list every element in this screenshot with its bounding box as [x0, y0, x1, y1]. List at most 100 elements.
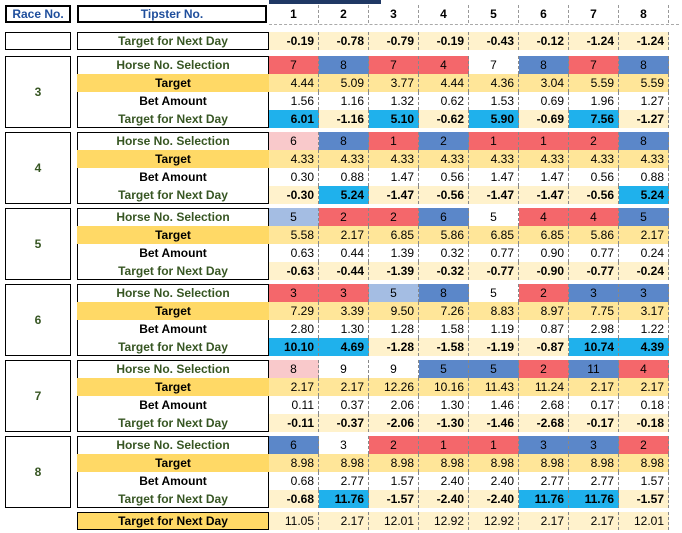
bet-cell[interactable]: 1.30	[419, 396, 469, 414]
bet-cell[interactable]: 1.53	[469, 92, 519, 110]
sel-cell[interactable]: 3	[519, 436, 569, 454]
sel-cell[interactable]: 8	[519, 56, 569, 74]
bet-cell[interactable]: 0.30	[269, 168, 319, 186]
tgt-cell[interactable]: 2.17	[619, 226, 669, 244]
sel-cell[interactable]: 4	[419, 56, 469, 74]
tgt-cell[interactable]: 5.86	[419, 226, 469, 244]
sel-cell[interactable]: 3	[319, 436, 369, 454]
tgt-cell[interactable]: 4.33	[569, 150, 619, 168]
sel-cell[interactable]: 9	[369, 360, 419, 378]
bet-cell[interactable]: 2.06	[369, 396, 419, 414]
sel-cell[interactable]: 3	[569, 284, 619, 302]
race-number-cell[interactable]: 6	[5, 284, 71, 356]
tgt-cell[interactable]: 8.98	[319, 454, 369, 472]
bet-cell[interactable]: 1.27	[619, 92, 669, 110]
nxt-cell[interactable]: 5.24	[619, 186, 669, 204]
final-cell[interactable]: 12.01	[619, 512, 669, 530]
bet-cell[interactable]: 2.80	[269, 320, 319, 338]
tgt-cell[interactable]: 3.39	[319, 302, 369, 320]
sel-cell[interactable]: 2	[569, 132, 619, 150]
nxt-cell[interactable]: -1.39	[369, 262, 419, 280]
sel-cell[interactable]: 6	[269, 436, 319, 454]
nxt-cell[interactable]: -2.06	[369, 414, 419, 432]
bet-cell[interactable]: 2.68	[519, 396, 569, 414]
tgt-cell[interactable]: 4.36	[469, 74, 519, 92]
nxt-cell[interactable]: -0.17	[569, 414, 619, 432]
nxt-cell[interactable]: -0.11	[269, 414, 319, 432]
tgt-cell[interactable]: 2.17	[569, 378, 619, 396]
bet-cell[interactable]: 1.39	[369, 244, 419, 262]
nxt-cell[interactable]: -1.19	[469, 338, 519, 356]
sel-cell[interactable]: 6	[269, 132, 319, 150]
tgt-cell[interactable]: 4.33	[619, 150, 669, 168]
sel-cell[interactable]: 5	[469, 284, 519, 302]
bet-cell[interactable]: 0.17	[569, 396, 619, 414]
tgt-cell[interactable]: 8.83	[469, 302, 519, 320]
final-cell[interactable]: 12.92	[469, 512, 519, 530]
nxt-cell[interactable]: -0.56	[419, 186, 469, 204]
tgt-cell[interactable]: 4.33	[369, 150, 419, 168]
tipster-header-5[interactable]: 5	[469, 5, 519, 23]
bet-cell[interactable]: 1.22	[619, 320, 669, 338]
sel-cell[interactable]: 2	[369, 208, 419, 226]
nxt-cell[interactable]: -0.37	[319, 414, 369, 432]
sel-cell[interactable]: 5	[269, 208, 319, 226]
sel-cell[interactable]: 8	[319, 132, 369, 150]
tgt-cell[interactable]: 7.29	[269, 302, 319, 320]
tgt-cell[interactable]: 8.98	[369, 454, 419, 472]
sel-cell[interactable]: 5	[369, 284, 419, 302]
nxt-cell[interactable]: -1.57	[369, 490, 419, 508]
tgt-cell[interactable]: 12.26	[369, 378, 419, 396]
sel-cell[interactable]: 7	[269, 56, 319, 74]
bet-cell[interactable]: 0.69	[519, 92, 569, 110]
bet-cell[interactable]: 0.62	[419, 92, 469, 110]
bet-cell[interactable]: 0.18	[619, 396, 669, 414]
tgt-cell[interactable]: 8.98	[619, 454, 669, 472]
sel-cell[interactable]: 4	[519, 208, 569, 226]
nxt-cell[interactable]: -0.63	[269, 262, 319, 280]
nxt-cell[interactable]: -1.57	[619, 490, 669, 508]
nxt-cell[interactable]: 5.90	[469, 110, 519, 128]
tgt-cell[interactable]: 6.85	[519, 226, 569, 244]
bet-cell[interactable]: 0.90	[519, 244, 569, 262]
bet-cell[interactable]: 1.47	[369, 168, 419, 186]
bet-cell[interactable]: 0.24	[619, 244, 669, 262]
sel-cell[interactable]: 3	[319, 284, 369, 302]
bet-cell[interactable]: 0.11	[269, 396, 319, 414]
bet-cell[interactable]: 0.32	[419, 244, 469, 262]
tgt-cell[interactable]: 3.17	[619, 302, 669, 320]
bet-cell[interactable]: 1.46	[469, 396, 519, 414]
bet-cell[interactable]: 0.87	[519, 320, 569, 338]
bet-cell[interactable]: 1.30	[319, 320, 369, 338]
tgt-cell[interactable]: 5.59	[619, 74, 669, 92]
final-cell[interactable]: 2.17	[319, 512, 369, 530]
nxt-cell[interactable]: -1.58	[419, 338, 469, 356]
tgt-cell[interactable]: 2.17	[319, 226, 369, 244]
bet-cell[interactable]: 1.47	[519, 168, 569, 186]
sel-cell[interactable]: 1	[519, 132, 569, 150]
tgt-cell[interactable]: 11.43	[469, 378, 519, 396]
race-number-cell[interactable]: 7	[5, 360, 71, 432]
nxt-cell[interactable]: 11.76	[569, 490, 619, 508]
sel-cell[interactable]: 8	[419, 284, 469, 302]
nxt-cell[interactable]: -0.19	[419, 32, 469, 50]
tgt-cell[interactable]: 8.98	[269, 454, 319, 472]
nxt-cell[interactable]: -1.24	[619, 32, 669, 50]
nxt-cell[interactable]: -0.90	[519, 262, 569, 280]
nxt-cell[interactable]: -1.24	[569, 32, 619, 50]
nxt-cell[interactable]: 4.39	[619, 338, 669, 356]
nxt-cell[interactable]: -1.46	[469, 414, 519, 432]
bet-cell[interactable]: 1.28	[369, 320, 419, 338]
sel-cell[interactable]: 1	[469, 132, 519, 150]
tgt-cell[interactable]: 8.98	[569, 454, 619, 472]
nxt-cell[interactable]: -0.87	[519, 338, 569, 356]
sel-cell[interactable]: 4	[569, 208, 619, 226]
tipster-header-8[interactable]: 8	[619, 5, 669, 23]
tgt-cell[interactable]: 2.17	[319, 378, 369, 396]
bet-cell[interactable]: 2.77	[319, 472, 369, 490]
nxt-cell[interactable]: -0.79	[369, 32, 419, 50]
nxt-cell[interactable]: -1.16	[319, 110, 369, 128]
sel-cell[interactable]: 2	[369, 436, 419, 454]
bet-cell[interactable]: 1.32	[369, 92, 419, 110]
tgt-cell[interactable]: 8.97	[519, 302, 569, 320]
